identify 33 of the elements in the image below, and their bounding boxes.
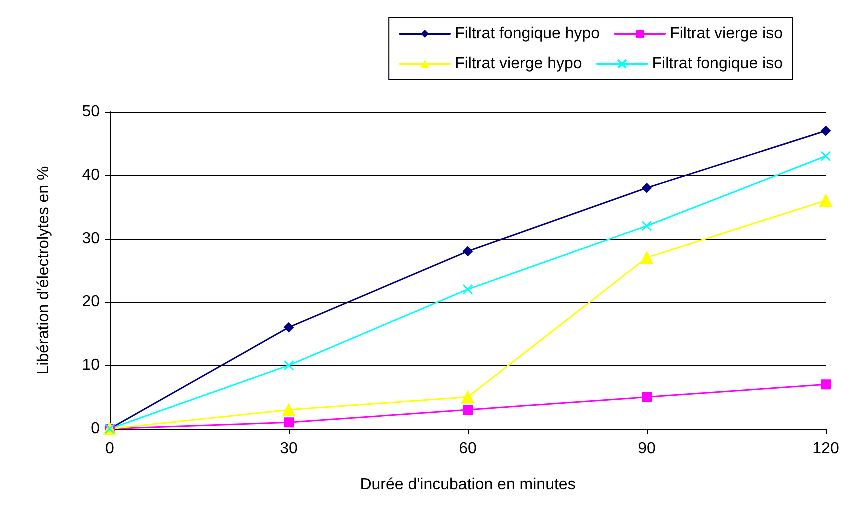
point <box>820 194 832 208</box>
point <box>462 390 474 404</box>
x-tick-label: 60 <box>459 440 477 458</box>
x-tick-label: 0 <box>106 440 115 458</box>
legend-label: Filtrat vierge hypo <box>455 56 582 72</box>
x-tick-label: 30 <box>280 440 298 458</box>
point <box>284 360 294 371</box>
y-tick-label: 10 <box>82 357 100 374</box>
legend-label: Filtrat fongique hypo <box>455 26 600 42</box>
point <box>284 322 294 333</box>
point <box>462 284 474 295</box>
point <box>821 380 831 390</box>
x-axis-title: Durée d'incubation en minutes <box>360 476 576 494</box>
y-tick-label: 20 <box>82 294 100 311</box>
point <box>820 151 832 162</box>
legend-label: Filtrat fongique iso <box>652 56 784 72</box>
point <box>642 183 652 194</box>
y-tick-label: 50 <box>82 104 100 120</box>
x-tick-label: 90 <box>638 440 656 458</box>
y-tick-label: 0 <box>91 420 100 438</box>
point <box>284 418 294 428</box>
y-axis-title: Libération d'électrolytes en % <box>36 166 52 375</box>
point <box>463 246 473 256</box>
y-tick-label: 30 <box>82 230 100 248</box>
point <box>642 392 652 402</box>
point <box>463 404 473 415</box>
legend-label: Filtrat vierge iso <box>670 26 784 42</box>
point <box>640 251 654 264</box>
point <box>282 403 296 416</box>
point <box>642 220 652 232</box>
y-tick-label: 40 <box>82 166 100 184</box>
x-tick-label: 120 <box>812 440 840 458</box>
point <box>821 126 831 136</box>
